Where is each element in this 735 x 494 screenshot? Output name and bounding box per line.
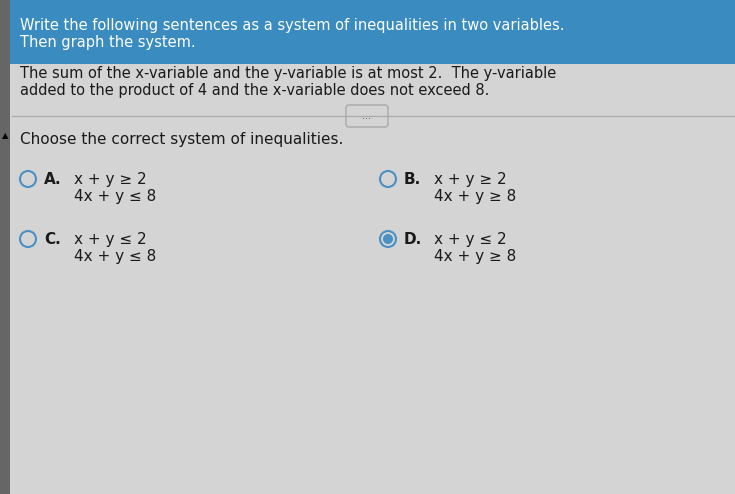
Text: ...: ...: [362, 111, 371, 121]
Text: D.: D.: [404, 232, 422, 247]
Text: Then graph the system.: Then graph the system.: [20, 35, 196, 50]
Text: Write the following sentences as a system of inequalities in two variables.: Write the following sentences as a syste…: [20, 18, 564, 33]
Text: C.: C.: [44, 232, 61, 247]
Text: ▲: ▲: [1, 131, 8, 140]
Text: x + y ≥ 2: x + y ≥ 2: [74, 172, 146, 187]
Text: B.: B.: [404, 172, 421, 187]
Text: Choose the correct system of inequalities.: Choose the correct system of inequalitie…: [20, 132, 343, 147]
Text: x + y ≤ 2: x + y ≤ 2: [434, 232, 506, 247]
Text: added to the product of 4 and the x-variable does not exceed 8.: added to the product of 4 and the x-vari…: [20, 83, 490, 98]
Text: x + y ≥ 2: x + y ≥ 2: [434, 172, 506, 187]
Text: The sum of the x-variable and the y-variable is at most 2.  The y-variable: The sum of the x-variable and the y-vari…: [20, 66, 556, 81]
Text: 4x + y ≥ 8: 4x + y ≥ 8: [434, 189, 516, 204]
Bar: [0, 0, 735, 64]
Circle shape: [383, 234, 393, 244]
Text: x + y ≤ 2: x + y ≤ 2: [74, 232, 146, 247]
Text: 4x + y ≤ 8: 4x + y ≤ 8: [74, 249, 157, 264]
Text: A.: A.: [44, 172, 62, 187]
FancyBboxPatch shape: [346, 105, 388, 127]
Text: 4x + y ≤ 8: 4x + y ≤ 8: [74, 189, 157, 204]
Bar: [0, 0, 10, 494]
Text: 4x + y ≥ 8: 4x + y ≥ 8: [434, 249, 516, 264]
